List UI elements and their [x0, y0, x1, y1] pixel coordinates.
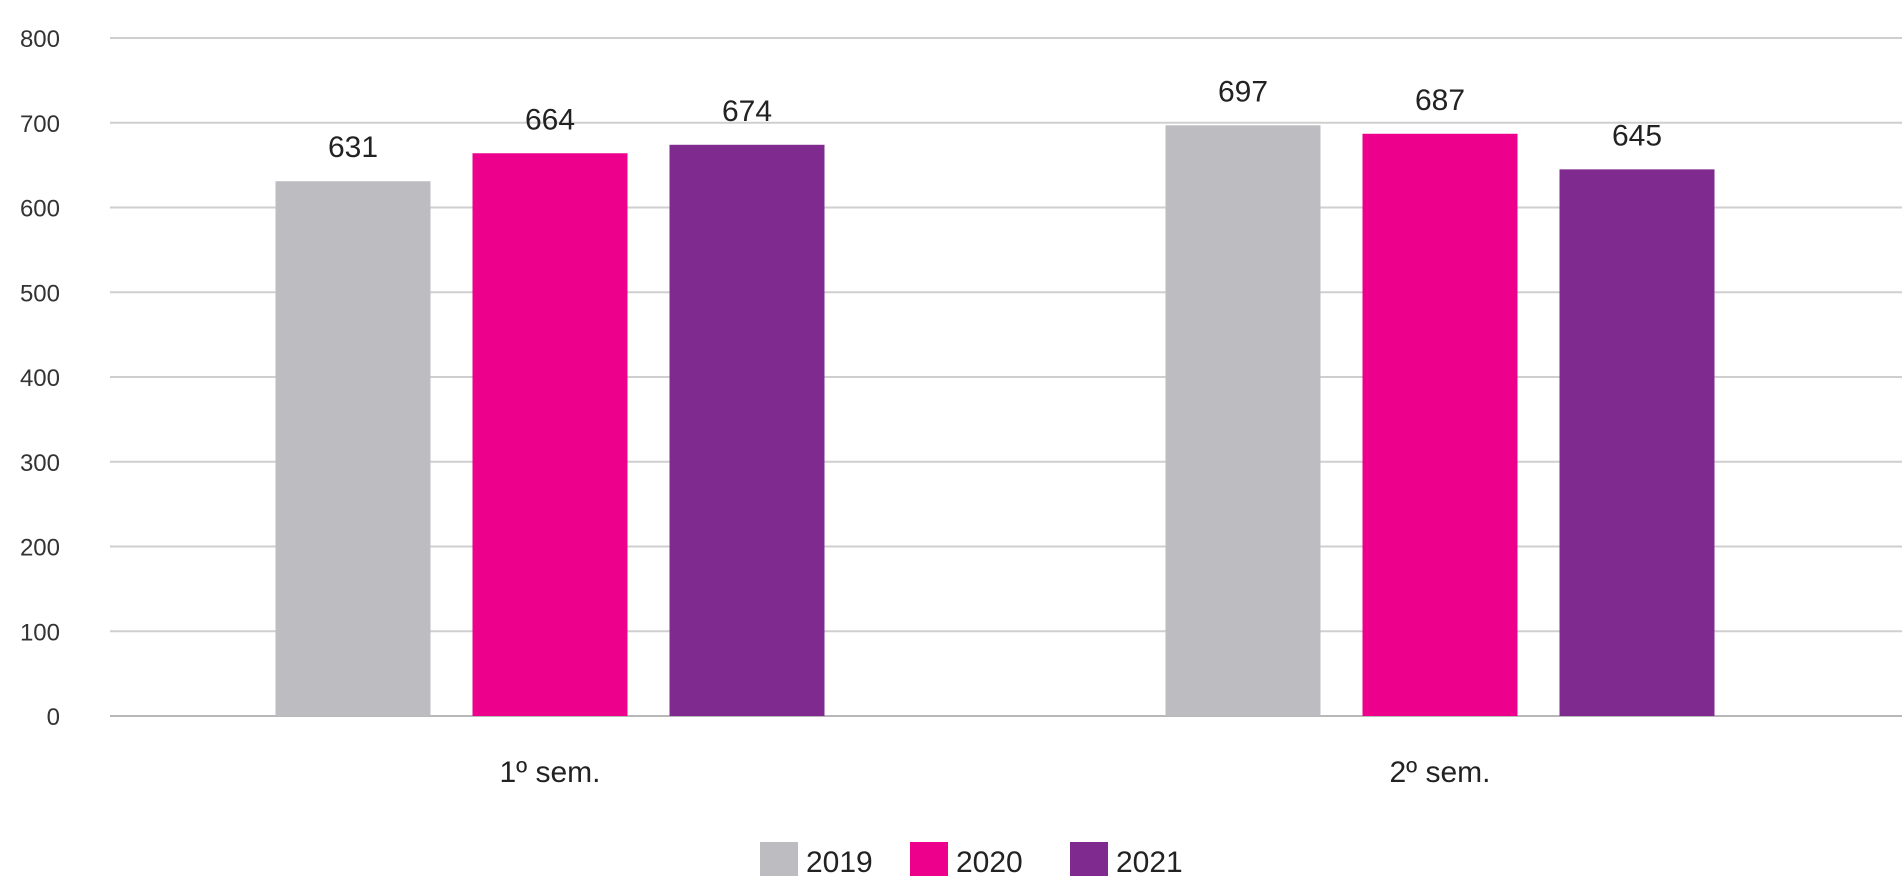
data-label: 645 [1612, 119, 1662, 152]
data-label: 687 [1415, 84, 1465, 117]
legend-label-2019: 2019 [806, 846, 873, 878]
data-label: 674 [722, 95, 772, 128]
x-axis-tick-labels: 1º sem. 2º sem. [500, 756, 1491, 789]
legend-label-2021: 2021 [1116, 846, 1183, 878]
y-tick-label: 800 [20, 26, 60, 53]
bar-2020-1 [472, 153, 628, 716]
legend-swatch-2021 [1070, 842, 1108, 876]
y-tick-label: 300 [20, 450, 60, 477]
bar-2020-2 [1362, 133, 1518, 716]
legend: 2019 2020 2021 [760, 842, 1183, 879]
data-label: 631 [328, 131, 378, 164]
legend-label-2020: 2020 [956, 846, 1023, 878]
bar-2019-1 [275, 181, 431, 717]
data-label: 664 [525, 103, 575, 136]
legend-swatch-2019 [760, 842, 798, 876]
y-tick-label: 600 [20, 196, 60, 223]
y-tick-label: 200 [20, 535, 60, 562]
bars [275, 125, 1715, 717]
legend-swatch-2020 [910, 842, 948, 876]
bar-2021-2 [1559, 169, 1715, 717]
x-tick-label: 2º sem. [1390, 756, 1491, 789]
y-tick-label: 500 [20, 280, 60, 307]
bar-2019-2 [1165, 125, 1321, 717]
y-tick-label: 0 [47, 704, 60, 731]
data-labels: 631 664 674 697 687 645 [328, 75, 1662, 164]
bar-2021-1 [669, 144, 825, 716]
y-tick-label: 100 [20, 619, 60, 646]
y-tick-label: 400 [20, 365, 60, 392]
x-tick-label: 1º sem. [500, 756, 601, 789]
y-axis-tick-labels: 0 100 200 300 400 500 600 700 800 [20, 26, 60, 731]
y-tick-label: 700 [20, 111, 60, 138]
data-label: 697 [1218, 75, 1268, 108]
